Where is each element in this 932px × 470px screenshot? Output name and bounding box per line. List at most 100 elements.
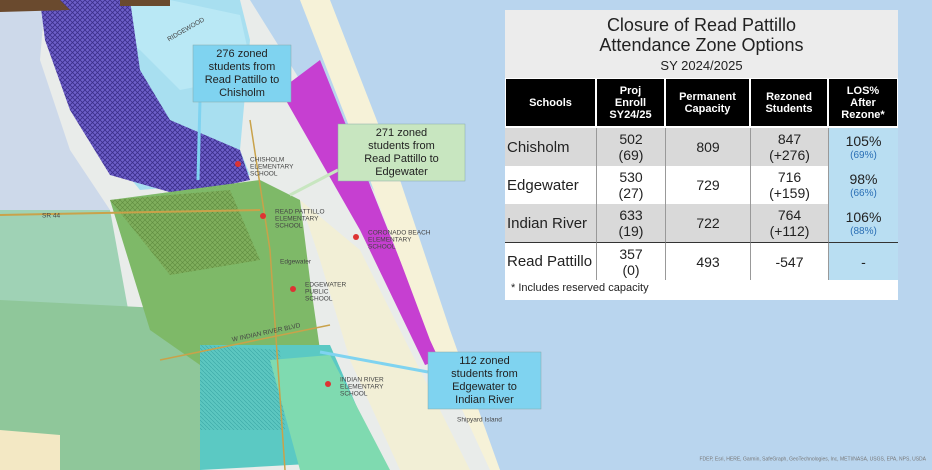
table-cell: -547: [750, 242, 828, 280]
table-cell: 809: [665, 128, 750, 166]
callout-text: Chisholm: [219, 87, 265, 99]
cell-text: -: [861, 253, 866, 270]
header-text: LOS%: [846, 84, 880, 97]
cell-text: (0): [622, 261, 640, 278]
callout-text: Read Pattillo to: [205, 74, 280, 86]
table-cell: 729: [665, 166, 750, 204]
header-cell: Proj Enroll SY24/25: [596, 78, 665, 127]
table-cell: 716 (+159): [750, 166, 828, 204]
table-cell: -: [828, 242, 898, 280]
cell-text: (19): [618, 223, 644, 239]
cell-text: 633: [619, 207, 643, 223]
school-label: PUBLIC: [305, 289, 329, 296]
school-label: ELEMENTARY: [250, 164, 294, 171]
callout-text: students from: [368, 140, 435, 152]
place-label: Edgewater: [280, 259, 312, 266]
table-cell: Read Pattillo: [505, 242, 596, 280]
header-text: Proj: [619, 84, 642, 97]
school-label: SCHOOL: [368, 244, 396, 251]
school-label: ELEMENTARY: [340, 384, 384, 391]
school-label: SCHOOL: [250, 171, 278, 178]
cell-text: Edgewater: [507, 176, 579, 194]
cell-text: Indian River: [507, 214, 588, 232]
table-cell: 530 (27): [596, 166, 665, 204]
cell-text: Chisholm: [507, 138, 570, 156]
school-label: SCHOOL: [340, 391, 368, 398]
map-attribution: FDEP, Esri, HERE, Garmin, SafeGraph, Geo…: [699, 456, 926, 462]
school-label: SCHOOL: [275, 223, 303, 230]
table-cell: Chisholm: [505, 128, 596, 166]
school-label: CORONADO BEACH: [368, 230, 431, 237]
cell-text: 809: [696, 139, 720, 155]
cell-text: 493: [696, 253, 720, 270]
cell-text: (27): [618, 185, 644, 201]
header-cell: Schools: [505, 78, 596, 127]
cell-text: Read Pattillo: [507, 253, 593, 270]
header-cell: Rezoned Students: [750, 78, 828, 127]
school-label: SCHOOL: [305, 296, 333, 303]
school-label: CHISHOLM: [250, 157, 284, 164]
callout-pointer: [289, 168, 339, 197]
header-cell: LOS% After Rezone*: [828, 78, 898, 127]
callout-text: Read Pattillo to: [364, 153, 439, 165]
cell-text: 502: [619, 131, 643, 147]
cell-text: 105%: [845, 132, 882, 149]
cell-text: (88%): [850, 225, 877, 237]
table-cell: 722: [665, 204, 750, 242]
table-cell: 357 (0): [596, 242, 665, 280]
cell-text: 722: [696, 215, 720, 231]
table-cell: Edgewater: [505, 166, 596, 204]
school-icon: [353, 234, 359, 240]
cell-text: 764: [777, 207, 802, 223]
table-cell: Indian River: [505, 204, 596, 242]
table-cell: 764 (+112): [750, 204, 828, 242]
school-label: ELEMENTARY: [275, 216, 319, 223]
footnote: * Includes reserved capacity: [511, 282, 649, 294]
cell-text: (69%): [850, 149, 877, 161]
table-cell: 847 (+276): [750, 128, 828, 166]
callout-text: Edgewater to: [452, 381, 517, 393]
table-cell: 502 (69): [596, 128, 665, 166]
school-label: READ PATTILLO: [275, 209, 325, 216]
table-subtitle: SY 2024/2025: [660, 58, 743, 73]
cell-text: 716: [777, 169, 802, 185]
cell-text: (66%): [850, 187, 877, 199]
callout-text: Indian River: [455, 394, 514, 406]
callout-text: 112 zoned: [459, 355, 510, 367]
school-icon: [290, 286, 296, 292]
road-label: SR 44: [42, 213, 60, 220]
callout-pointer: [319, 350, 429, 374]
table-cell: 105% (69%): [828, 128, 898, 166]
school-label: EDGEWATER: [305, 282, 346, 289]
school-label: INDIAN RIVER: [340, 377, 384, 384]
cell-text: (+112): [769, 223, 810, 239]
header-text: Capacity: [684, 102, 731, 115]
header-text: After: [850, 96, 876, 109]
cell-text: 530: [619, 169, 643, 185]
header-text: Students: [765, 102, 813, 115]
table-title: Attendance Zone Options: [599, 35, 804, 55]
school-label: ELEMENTARY: [368, 237, 412, 244]
callout-box: [192, 44, 292, 103]
cell-text: (+159): [769, 185, 810, 201]
school-icon: [235, 161, 241, 167]
callout-text: Edgewater: [375, 166, 428, 178]
callout-text: students from: [451, 368, 518, 380]
table-title: Closure of Read Pattillo: [606, 15, 797, 35]
header-text: Enroll: [614, 96, 647, 109]
callout-pointer: [196, 99, 202, 181]
header-text: Rezoned: [766, 90, 812, 103]
table-cell: 98% (66%): [828, 166, 898, 204]
header-cell: Permanent Capacity: [665, 78, 750, 127]
header-text: SY24/25: [609, 108, 652, 121]
cell-text: 357: [619, 245, 643, 262]
place-label: Shipyard Island: [457, 417, 502, 424]
table-cell: 493: [665, 242, 750, 280]
table-cell: 633 (19): [596, 204, 665, 242]
header-text: Schools: [529, 96, 572, 109]
cell-text: (+276): [769, 147, 810, 163]
cell-text: 98%: [849, 170, 878, 187]
cell-text: 106%: [845, 208, 882, 225]
data-table-card: Closure of Read Pattillo Attendance Zone …: [505, 10, 898, 300]
